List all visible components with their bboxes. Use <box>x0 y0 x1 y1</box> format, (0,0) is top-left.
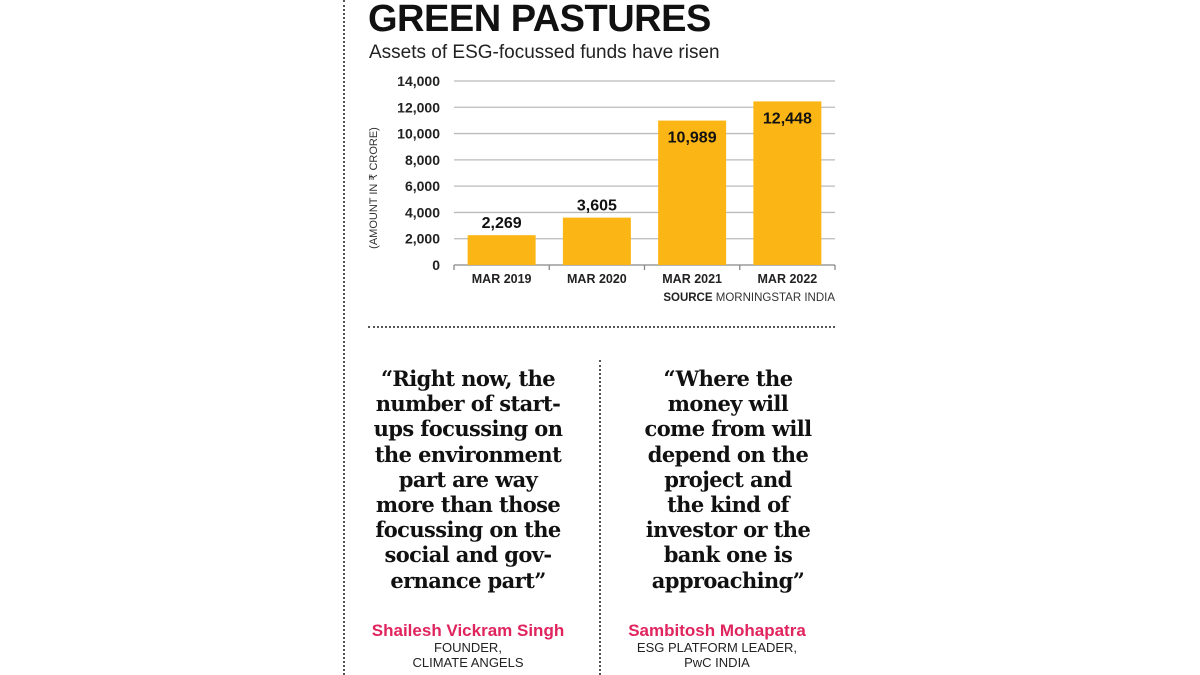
x-tick-label: MAR 2019 <box>472 272 532 286</box>
bar <box>753 101 822 266</box>
y-axis-label: (AMOUNT IN ₹ CRORE) <box>368 127 380 249</box>
y-tick-label: 8,000 <box>405 152 440 168</box>
source-label: SOURCE <box>663 292 713 304</box>
data-label: 10,989 <box>668 130 717 147</box>
quote-left-name: Shailesh Vickram Singh <box>371 621 565 640</box>
divider-left <box>343 0 345 675</box>
source-credit: SOURCE MORNINGSTAR INDIA <box>663 292 835 304</box>
subtitle: Assets of ESG-focussed funds have risen <box>369 42 720 63</box>
y-tick-label: 10,000 <box>397 126 440 142</box>
data-label: 2,269 <box>482 215 522 232</box>
quote-right-role: ESG PLATFORM LEADER, PwC INDIA <box>636 640 798 670</box>
y-tick-label: 14,000 <box>397 73 440 89</box>
quote-left: “Right now, the number of start- ups foc… <box>373 366 563 593</box>
y-tick-label: 0 <box>432 257 440 273</box>
y-tick-label: 2,000 <box>405 231 440 247</box>
divider-quotes <box>599 360 601 675</box>
x-tick-label: MAR 2022 <box>758 272 818 286</box>
x-tick-label: MAR 2020 <box>567 272 627 286</box>
y-tick-label: 12,000 <box>397 99 440 115</box>
quote-left-role: FOUNDER, CLIMATE ANGELS <box>412 640 524 670</box>
data-label: 3,605 <box>577 198 617 215</box>
quote-right-name: Sambitosh Mohapatra <box>628 621 806 640</box>
bar <box>658 120 727 265</box>
data-label: 12,448 <box>763 110 812 127</box>
source-text: MORNINGSTAR INDIA <box>715 292 835 304</box>
bar-chart: 0 2,000 4,000 6,000 8,000 10,000 12,000 14,000 (… <box>368 73 836 286</box>
bar <box>467 235 536 265</box>
divider-horizontal <box>368 326 835 328</box>
y-tick-label: 4,000 <box>405 204 440 220</box>
bar <box>562 217 631 265</box>
quote-right: “Where the money will come from will dep… <box>644 366 813 593</box>
y-tick-label: 6,000 <box>405 178 440 194</box>
headline: GREEN PASTURES <box>368 0 711 40</box>
x-tick-label: MAR 2021 <box>662 272 722 286</box>
